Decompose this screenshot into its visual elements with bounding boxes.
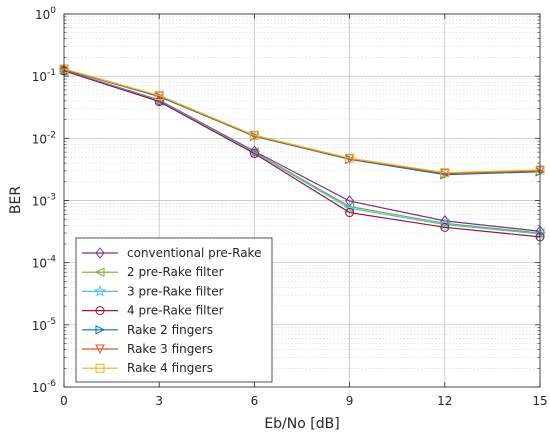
x-axis-label: Eb/No [dB] [264, 416, 339, 432]
y-tick-label: 10-6 [32, 379, 57, 395]
legend-marker [95, 324, 106, 335]
axis-ticks [63, 13, 541, 388]
x-tick-label: 0 [60, 394, 68, 408]
data-point [154, 90, 164, 100]
legend-label: conventional pre-Rake [127, 246, 261, 260]
legend-item: 4 pre-Rake filter [82, 304, 224, 318]
legend-item: Rake 3 fingers [82, 342, 213, 356]
data-point [249, 149, 259, 159]
y-tick-label: 10-3 [32, 193, 56, 209]
data-point [440, 222, 450, 232]
minor-grid [64, 16, 540, 369]
legend-item: conventional pre-Rake [82, 246, 261, 260]
data-point [345, 153, 355, 163]
data-point [440, 215, 450, 227]
legend-label: Rake 4 fingers [127, 361, 213, 375]
legend-marker [95, 344, 105, 355]
data-point [249, 145, 260, 158]
y-tick-label: 100 [35, 6, 56, 22]
x-tick-label: 15 [532, 394, 547, 408]
series-line [63, 68, 541, 174]
legend-marker [95, 363, 105, 373]
legend-marker [95, 247, 105, 259]
legend: conventional pre-Rake 2 pre-Rake filter 3 … [75, 237, 273, 383]
x-tick-label: 3 [155, 394, 163, 408]
x-tick-label: 9 [346, 394, 354, 408]
legend-item: Rake 2 fingers [82, 323, 213, 337]
data-point [438, 218, 451, 230]
legend-item: 3 pre-Rake filter [82, 284, 224, 298]
legend-marker [94, 267, 105, 278]
data-point [439, 169, 450, 179]
y-axis-label: BER [8, 186, 24, 214]
legend-label: Rake 3 fingers [127, 342, 213, 356]
legend-label: 2 pre-Rake filter [127, 265, 224, 279]
legend-label: 4 pre-Rake filter [127, 304, 224, 318]
data-point [249, 130, 259, 140]
data-point [440, 168, 450, 178]
data-point [343, 201, 356, 214]
legend-label: 3 pre-Rake filter [127, 284, 224, 298]
legend-item: Rake 4 fingers [82, 361, 213, 375]
y-tick-labels: 100 10-1 10-2 10-3 10-4 10-5 10-6 [32, 6, 57, 395]
data-point [345, 208, 355, 218]
series-7 [59, 64, 545, 178]
legend-label: Rake 2 fingers [127, 323, 213, 337]
x-tick-label: 12 [437, 394, 452, 408]
y-tick-label: 10-1 [32, 68, 56, 84]
x-tick-labels: 0 3 6 9 12 15 [60, 394, 547, 408]
legend-item: 2 pre-Rake filter [82, 265, 224, 279]
legend-marker [93, 284, 107, 297]
series-layer [57, 64, 547, 242]
legend-marker [95, 306, 105, 316]
y-tick-label: 10-4 [32, 255, 57, 271]
series-line [63, 70, 541, 238]
data-point [154, 97, 164, 107]
y-tick-label: 10-2 [32, 130, 56, 146]
x-tick-label: 6 [251, 394, 259, 408]
y-tick-label: 10-5 [32, 317, 56, 333]
